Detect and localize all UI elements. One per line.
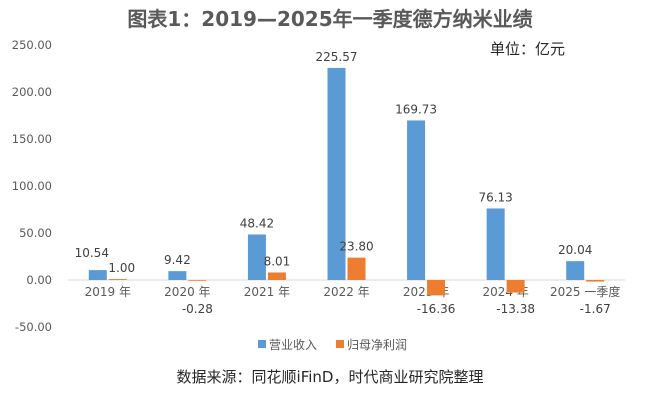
y-tick-label: 250.00 xyxy=(12,38,52,52)
chart-title: 图表1：2019—2025年一季度德方纳米业绩 xyxy=(127,7,532,31)
x-tick-label: 2025 一季度 xyxy=(550,284,620,299)
legend-label: 营业收入 xyxy=(269,338,317,352)
bar-net-profit xyxy=(586,280,605,282)
y-tick-label: 200.00 xyxy=(12,85,52,99)
bar-revenue xyxy=(486,208,505,280)
data-label: -1.67 xyxy=(580,302,611,316)
bar-revenue xyxy=(247,234,266,280)
data-label: 20.04 xyxy=(558,243,592,257)
bar-revenue xyxy=(168,271,187,280)
data-label: -0.28 xyxy=(182,302,213,316)
data-label: 48.42 xyxy=(240,216,274,230)
source-note: 数据来源：同花顺iFinD，时代商业研究院整理 xyxy=(177,368,484,386)
bar-net-profit xyxy=(108,279,127,280)
data-label: 1.00 xyxy=(108,261,135,275)
y-tick-label: 0.00 xyxy=(26,273,52,287)
x-tick-label: 2021 年 xyxy=(244,285,290,299)
legend-swatch xyxy=(258,340,266,348)
data-label: 9.42 xyxy=(164,253,191,267)
bar-revenue xyxy=(327,67,346,280)
bar-net-profit xyxy=(347,257,366,280)
bar-net-profit xyxy=(188,280,207,281)
bar-net-profit xyxy=(427,280,446,296)
bar-net-profit xyxy=(506,280,525,293)
data-label: 76.13 xyxy=(478,190,512,204)
data-label: 8.01 xyxy=(264,254,291,268)
bar-net-profit xyxy=(267,272,286,280)
y-tick-label: 50.00 xyxy=(19,226,52,240)
data-label: -13.38 xyxy=(496,302,535,316)
data-label: 10.54 xyxy=(75,246,109,260)
x-tick-label: 2020 年 xyxy=(164,285,210,299)
x-tick-label: 2019 年 xyxy=(85,285,131,299)
y-tick-label: -50.00 xyxy=(15,320,52,334)
bar-revenue xyxy=(566,261,585,280)
bar-revenue xyxy=(88,270,107,280)
data-label: 23.80 xyxy=(339,240,373,254)
legend-label: 归母净利润 xyxy=(347,338,407,352)
legend-swatch xyxy=(336,340,344,348)
data-label: -16.36 xyxy=(417,302,456,316)
unit-note: 单位：亿元 xyxy=(490,40,565,58)
bar-revenue xyxy=(407,120,426,280)
x-tick-label: 2022 年 xyxy=(323,285,369,299)
data-label: 169.73 xyxy=(395,102,437,116)
y-tick-label: 150.00 xyxy=(12,132,52,146)
y-tick-label: 100.00 xyxy=(12,179,52,193)
data-label: 225.57 xyxy=(316,50,358,64)
